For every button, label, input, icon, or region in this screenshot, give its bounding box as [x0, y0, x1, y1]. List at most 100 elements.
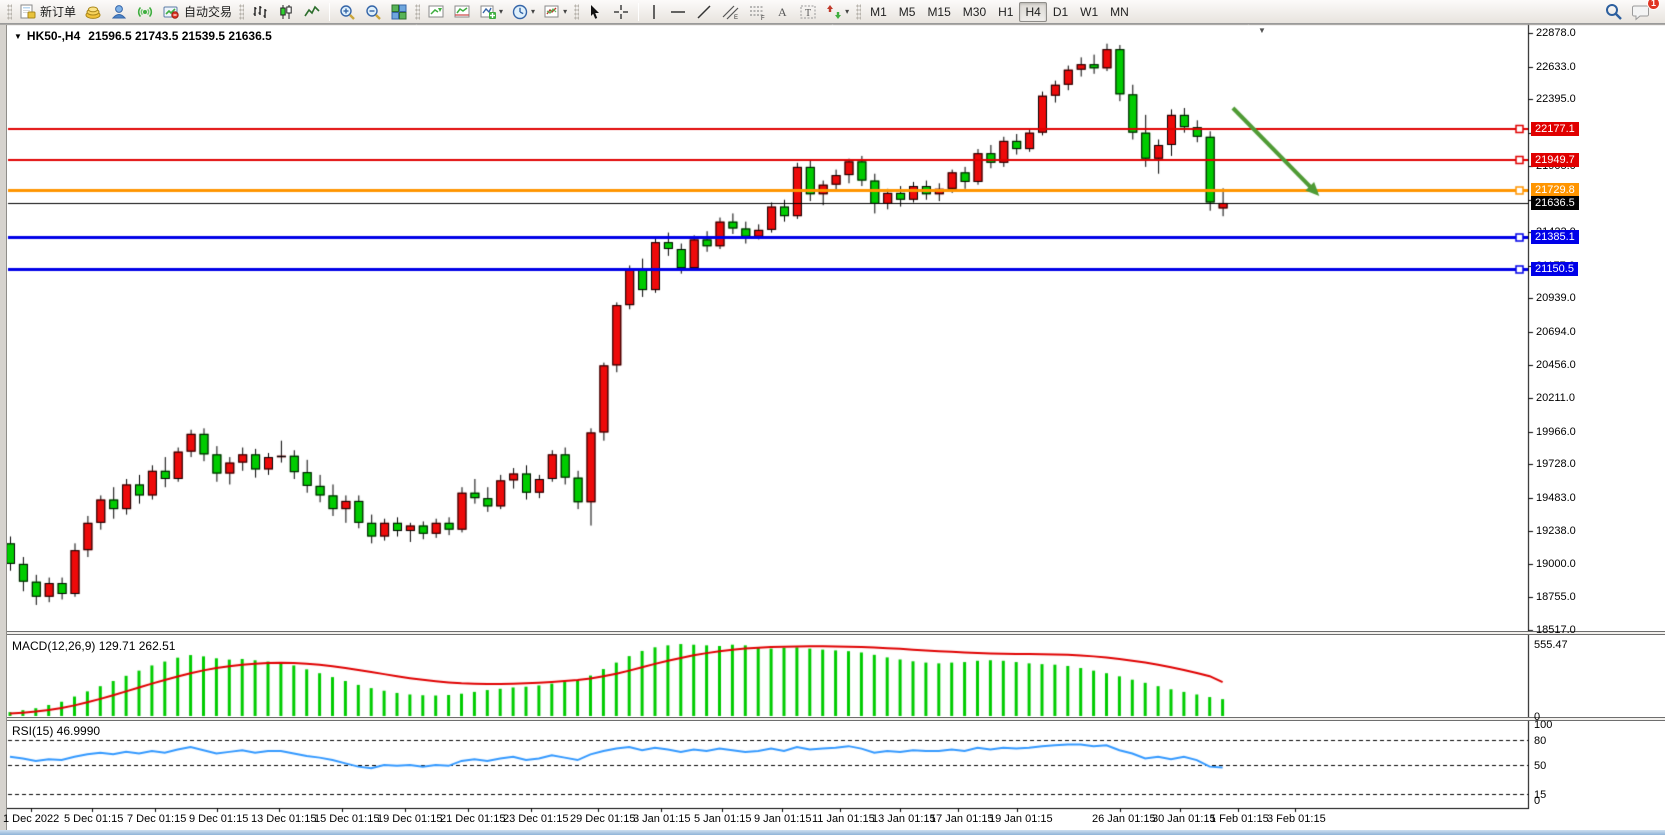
dropdown-caret-icon: ▾ [845, 7, 850, 16]
zoom-out-button[interactable] [360, 1, 386, 23]
price-axis-label: 20456.0 [1536, 358, 1576, 371]
timeframe-menu-button[interactable]: ▾ [507, 1, 539, 23]
channel-tool-button[interactable]: E [717, 1, 744, 23]
time-axis-label: 29 Dec 01:15 [570, 813, 636, 825]
trendline-tool-button[interactable] [691, 1, 717, 23]
rsi-scale-label: 100 [1534, 719, 1553, 731]
time-axis-label: 13 Dec 01:15 [251, 813, 317, 825]
arrows-tool-button[interactable]: ▾ [821, 1, 853, 23]
resistance-line-tag[interactable]: 21949.7 [1531, 153, 1579, 168]
price-axis-label: 18517.0 [1536, 624, 1576, 636]
dropdown-caret-icon: ▾ [531, 7, 536, 16]
zoom-in-button[interactable] [334, 1, 360, 23]
time-axis-label: 1 Feb 01:15 [1210, 813, 1269, 825]
account-button[interactable] [106, 1, 132, 23]
pane-splitter[interactable] [0, 631, 1665, 635]
time-axis-label: 13 Jan 01:15 [872, 813, 936, 825]
time-axis-label: 15 Dec 01:15 [314, 813, 380, 825]
price-axis-label: 20211.0 [1536, 392, 1575, 405]
timeframe-button-mn[interactable]: MN [1110, 4, 1129, 19]
horizontal-line-tool-button[interactable] [665, 1, 691, 23]
toolbar-separator [638, 2, 640, 21]
line-chart-mode-button[interactable] [299, 1, 325, 23]
time-axis-label: 1 Dec 2022 [3, 813, 60, 825]
signal-icon [136, 3, 154, 21]
deposit-button[interactable] [80, 1, 106, 23]
toolbar-grip[interactable] [239, 3, 245, 20]
add-indicator-button[interactable]: ▾ [475, 1, 507, 23]
time-axis-label: 30 Jan 01:15 [1152, 813, 1216, 825]
user-icon [110, 3, 128, 21]
window-bottom-strip [0, 830, 1665, 835]
price-axis-label: 18755.0 [1536, 591, 1576, 604]
rsi-scale-label: 50 [1534, 760, 1547, 772]
support-line-tag[interactable]: 21150.5 [1531, 262, 1578, 277]
time-axis-label: 26 Jan 01:15 [1092, 813, 1156, 825]
rsi-scale-label: 15 [1534, 788, 1547, 801]
search-button[interactable] [1600, 1, 1627, 23]
timeframe-button-w1[interactable]: W1 [1080, 4, 1099, 19]
bar-chart-mode-button[interactable] [247, 1, 273, 23]
price-axis-label: 19728.0 [1536, 458, 1576, 471]
time-axis-label: 9 Jan 01:15 [754, 813, 812, 825]
template-menu-button[interactable]: ▾ [539, 1, 571, 23]
fibonacci-tool-button[interactable]: F [744, 1, 771, 23]
chart-title: ▼ HK50-,H4 21596.5 21743.5 21539.5 21636… [14, 29, 272, 43]
notification-badge: 1 [1646, 0, 1660, 10]
time-axis-label: 5 Dec 01:15 [64, 813, 124, 825]
chart-shift-marker[interactable]: ▼ [1258, 26, 1266, 35]
crosshair-tool-button[interactable] [608, 1, 634, 23]
timeframe-button-m1[interactable]: M1 [870, 4, 887, 19]
candle-chart-mode-button[interactable] [273, 1, 299, 23]
toolbar-grip[interactable] [7, 3, 12, 20]
price-axis-label: 19966.0 [1536, 425, 1576, 438]
timeframe-button-m15[interactable]: M15 [927, 4, 951, 19]
notifications-button[interactable]: 1 [1627, 0, 1660, 23]
chart-ohlc-values: 21596.5 21743.5 21539.5 21636.5 [88, 29, 272, 43]
data-window-button[interactable] [449, 1, 475, 23]
price-axis-label: 19483.0 [1536, 491, 1576, 504]
gold-icon [84, 3, 102, 21]
time-axis-label: 11 Jan 01:15 [812, 813, 875, 825]
toolbar-grip[interactable] [415, 3, 421, 20]
timeframe-button-h4[interactable]: H4 [1019, 1, 1047, 22]
bid-line-tag[interactable]: 21636.5 [1531, 195, 1579, 210]
timeframe-button-m30[interactable]: M30 [962, 4, 987, 19]
toolbar: 新订单 自动交易 ▾ ▾ ▾ [0, 0, 1665, 24]
timeframe-button-m5[interactable]: M5 [898, 4, 916, 19]
resistance-line-tag[interactable]: 22177.1 [1531, 121, 1579, 136]
time-axis-label: 21 Dec 01:15 [440, 813, 506, 825]
vertical-line-tool-button[interactable] [643, 1, 665, 23]
macd-label: MACD(12,26,9) 129.71 262.51 [12, 639, 176, 653]
toolbar-separator [329, 2, 331, 21]
auto-trading-button[interactable]: 自动交易 [158, 1, 236, 23]
price-axis-label: 22878.0 [1536, 27, 1576, 39]
new-order-button[interactable]: 新订单 [15, 1, 80, 23]
time-axis-label: 3 Jan 01:15 [633, 813, 691, 825]
pivot-line-tag[interactable]: 21729.8 [1531, 183, 1579, 198]
time-axis-label: 9 Dec 01:15 [189, 813, 249, 825]
timeframe-button-d1[interactable]: D1 [1052, 4, 1069, 19]
time-axis-label: 19 Jan 01:15 [989, 813, 1053, 825]
time-axis-label: 7 Dec 01:15 [127, 813, 187, 825]
text-tool-button[interactable]: A [771, 1, 795, 23]
support-line-tag[interactable]: 21385.1 [1531, 230, 1579, 245]
text-label-tool-button[interactable]: T [795, 1, 821, 23]
chart-collapse-icon[interactable]: ▼ [14, 31, 22, 41]
svg-text:F: F [761, 16, 765, 21]
timeframe-group: M1 M5 M15 M30 H1 H4 D1 W1 MN [864, 0, 1135, 24]
signals-button[interactable] [132, 1, 158, 23]
dropdown-caret-icon: ▾ [563, 7, 568, 16]
price-axis-label: 22395.0 [1536, 93, 1576, 106]
toolbar-grip[interactable] [574, 3, 580, 20]
timeframe-button-h1[interactable]: H1 [998, 4, 1014, 19]
cursor-tool-button[interactable] [582, 1, 608, 23]
time-axis-label: 5 Jan 01:15 [694, 813, 752, 825]
toolbar-grip[interactable] [856, 3, 862, 20]
new-order-label: 新订单 [40, 5, 77, 19]
tile-windows-button[interactable] [386, 1, 412, 23]
pane-splitter[interactable] [0, 717, 1665, 721]
strategy-tester-button[interactable] [423, 1, 449, 23]
